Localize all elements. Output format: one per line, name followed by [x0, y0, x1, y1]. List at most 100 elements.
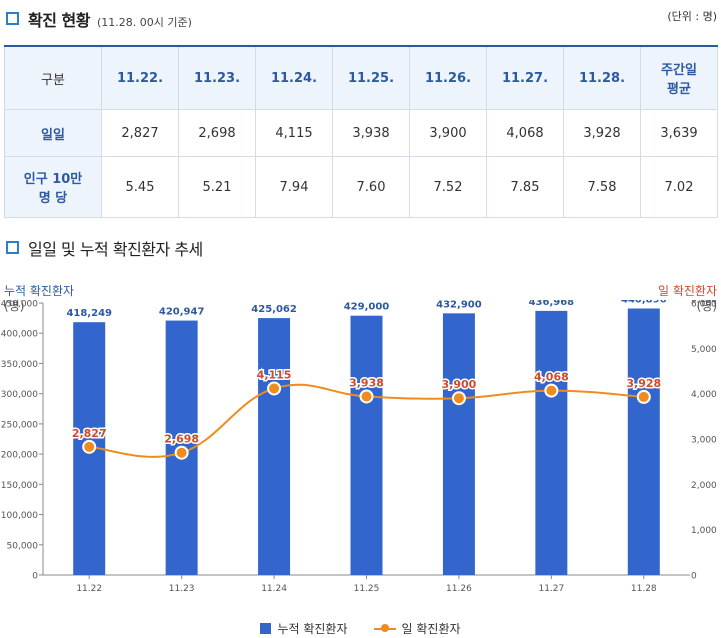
trend-heading: 일일 및 누적 확진환자 추세 — [6, 236, 203, 260]
bar-data-label: 440,896 — [621, 300, 667, 306]
table-header-cell: 11.27. — [486, 45, 564, 110]
left-axis-label: 누적 확진환자 — [4, 284, 75, 298]
x-tick-label: 11.25 — [354, 584, 380, 594]
unit-label: (단위 : 명) — [667, 10, 717, 23]
line-data-label: 4,115 — [257, 368, 292, 381]
right-tick-label-extra: 6,100 — [691, 300, 717, 305]
bar — [442, 313, 475, 575]
table-header-cell: 11.28. — [563, 45, 641, 110]
bar — [258, 318, 291, 575]
bar — [350, 315, 383, 575]
chart-legend: 누적 확진환자 일 확진환자 — [0, 620, 721, 637]
right-axis-unit: (명) — [696, 299, 717, 313]
table-header-cell: 11.24. — [255, 45, 333, 110]
table-cell: 7.60 — [332, 156, 410, 218]
left-tick-label: 350,000 — [1, 360, 38, 370]
right-tick-label: 0 — [691, 572, 697, 582]
left-tick-label: 0 — [32, 572, 38, 582]
bar — [627, 308, 660, 575]
left-tick-label: 300,000 — [1, 390, 38, 400]
line-data-label: 3,938 — [349, 376, 384, 389]
square-bullet-icon — [6, 12, 19, 25]
table-cell: 3,639 — [640, 109, 718, 157]
left-tick-label: 100,000 — [1, 511, 38, 521]
table-header-category: 구분 — [4, 45, 102, 110]
legend-item-daily: 일 확진환자 — [373, 620, 461, 637]
legend-label-cumulative: 누적 확진환자 — [277, 622, 348, 636]
table-cell: 2,698 — [178, 109, 256, 157]
left-tick-label: 400,000 — [1, 330, 38, 340]
table-cell: 7.02 — [640, 156, 718, 218]
status-subtitle: (11.28. 00시 기준) — [96, 16, 192, 29]
table-cell: 7.58 — [563, 156, 641, 218]
table-cell: 3,928 — [563, 109, 641, 157]
table-header-cell: 주간일 평균 — [640, 45, 718, 110]
bar-data-label: 429,000 — [344, 302, 390, 313]
table-cell: 3,900 — [409, 109, 487, 157]
line-data-label: 4,068 — [534, 371, 569, 384]
x-tick-label: 11.24 — [261, 584, 287, 594]
table-cell: 2,827 — [101, 109, 179, 157]
legend-item-cumulative: 누적 확진환자 — [260, 620, 348, 637]
bar-data-label: 432,900 — [436, 300, 482, 310]
left-tick-label: 200,000 — [1, 451, 38, 461]
table-header-cell: 11.22. — [101, 45, 179, 110]
table-header-cell: 11.23. — [178, 45, 256, 110]
bar — [535, 310, 568, 575]
x-tick-label: 11.22 — [76, 584, 102, 594]
line-data-label: 3,928 — [626, 377, 661, 390]
x-tick-label: 11.26 — [446, 584, 472, 594]
status-heading: 확진 현황 (11.28. 00시 기준) — [6, 7, 192, 31]
bar-data-label: 420,947 — [159, 307, 205, 318]
status-title: 확진 현황 — [28, 11, 90, 30]
left-tick-label: 450,000 — [1, 300, 38, 310]
line-point — [359, 389, 374, 404]
row-label: 인구 10만 명 당 — [4, 156, 102, 218]
right-tick-label: 5,000 — [691, 345, 717, 355]
row-label: 일일 — [4, 109, 102, 157]
table-header-cell: 11.25. — [332, 45, 410, 110]
line-point — [451, 391, 466, 406]
status-table: 구분 11.22. 11.23. 11.24. 11.25. 11.26. 11.27. 11… — [4, 45, 718, 218]
line-point — [174, 445, 189, 460]
table-cell: 7.94 — [255, 156, 333, 218]
trend-chart: 0 50,000 100,000 150,000 200,000 250,000 300,0… — [1, 300, 717, 594]
left-tick-label: 50,000 — [7, 541, 39, 551]
line-point — [636, 389, 651, 404]
legend-bar-swatch — [260, 623, 272, 634]
table-cell: 7.52 — [409, 156, 487, 218]
right-tick-label: 3,000 — [691, 436, 717, 446]
table-row: 일일 2,827 2,698 4,115 3,938 3,900 4,068 3,928 3,6… — [4, 109, 718, 157]
line-data-label: 2,698 — [164, 433, 199, 446]
right-tick-label: 4,000 — [691, 390, 717, 400]
bar-data-label: 418,249 — [66, 308, 112, 319]
x-tick-label: 11.27 — [538, 584, 564, 594]
table-cell: 3,938 — [332, 109, 410, 157]
x-tick-label: 11.23 — [169, 584, 195, 594]
left-axis-unit: (명) — [4, 299, 25, 313]
legend-line-swatch — [373, 623, 396, 634]
left-tick-label: 250,000 — [1, 420, 38, 430]
table-row: 인구 10만 명 당 5.45 5.21 7.94 7.60 7.52 7.85 7.58 7.… — [4, 156, 718, 218]
table-cell: 5.45 — [101, 156, 179, 218]
bar-data-label: 436,968 — [529, 300, 575, 308]
table-cell: 5.21 — [178, 156, 256, 218]
right-tick-label: 2,000 — [691, 481, 717, 491]
table-cell: 4,068 — [486, 109, 564, 157]
line-point — [267, 381, 282, 396]
right-axis-label: 일 확진환자 — [657, 284, 717, 298]
left-tick-label: 150,000 — [1, 481, 38, 491]
line-point — [82, 439, 97, 454]
line-data-label: 3,900 — [442, 378, 477, 391]
table-header-cell: 11.26. — [409, 45, 487, 110]
line-data-label: 2,827 — [72, 427, 107, 440]
bar-data-label: 425,062 — [251, 304, 297, 315]
table-cell: 7.85 — [486, 156, 564, 218]
square-bullet-icon — [6, 241, 19, 254]
line-point — [544, 383, 559, 398]
table-cell: 4,115 — [255, 109, 333, 157]
right-tick-label: 1,000 — [691, 526, 717, 536]
legend-label-daily: 일 확진환자 — [401, 622, 461, 636]
trend-title: 일일 및 누적 확진환자 추세 — [28, 240, 203, 259]
right-tick-label: 6,000 — [691, 300, 717, 310]
